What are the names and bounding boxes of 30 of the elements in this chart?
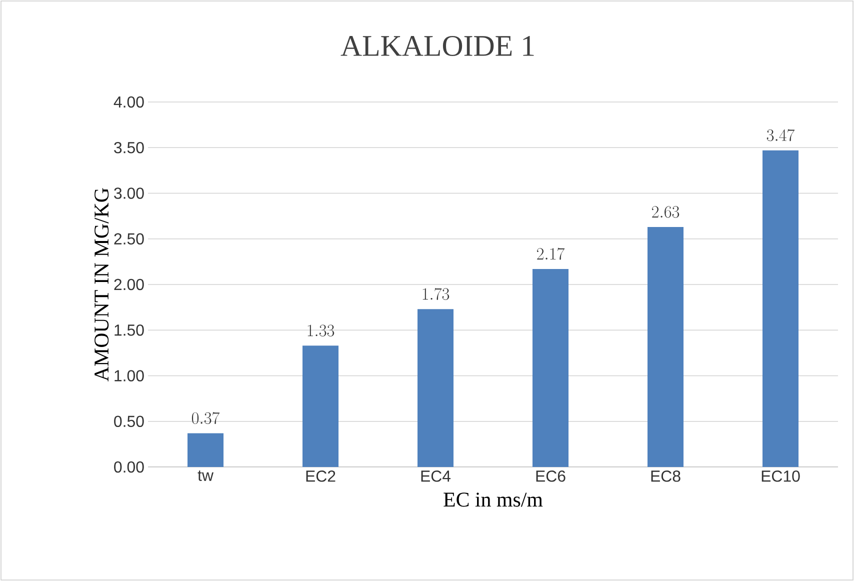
y-tick-label: 0.50 — [114, 416, 144, 428]
y-tick-label: 4.00 — [114, 96, 144, 108]
data-label: 3.47 — [766, 129, 795, 142]
y-tick-label: 1.00 — [114, 370, 144, 382]
y-tick-label: 0.00 — [114, 461, 144, 473]
bar — [418, 309, 454, 467]
chart-title: ALKALOIDE 1 — [340, 36, 534, 56]
x-tick-label: EC4 — [421, 470, 451, 482]
x-tick-label: EC10 — [762, 470, 800, 482]
y-tick-label: 2.00 — [114, 278, 144, 290]
y-tick-label: 3.50 — [114, 142, 144, 154]
y-tick-label: 2.50 — [114, 233, 144, 245]
y-axis-title: AMOUNT IN MG/KG — [94, 188, 109, 382]
bar — [648, 227, 684, 467]
x-tick-label: tw — [198, 470, 214, 481]
x-tick-label: EC8 — [651, 470, 680, 482]
data-label: 1 .73 — [422, 288, 450, 300]
y-tick-label: 3.00 — [114, 188, 144, 199]
bar — [532, 268, 569, 467]
x-tick-label: EC6 — [536, 470, 566, 482]
bar — [762, 150, 799, 467]
bar — [188, 433, 224, 467]
x-tick-label: EC2 — [306, 470, 336, 482]
bar — [302, 346, 339, 467]
data-label: 2.63 — [652, 206, 680, 218]
data-label: 0.37 — [192, 412, 220, 424]
data-label: 2. 17 — [537, 248, 565, 260]
y-tick-label: 1.50 — [114, 324, 144, 336]
data-label: 1 .33 — [308, 324, 334, 336]
x-axis-title: EC in ms/m — [444, 492, 543, 507]
